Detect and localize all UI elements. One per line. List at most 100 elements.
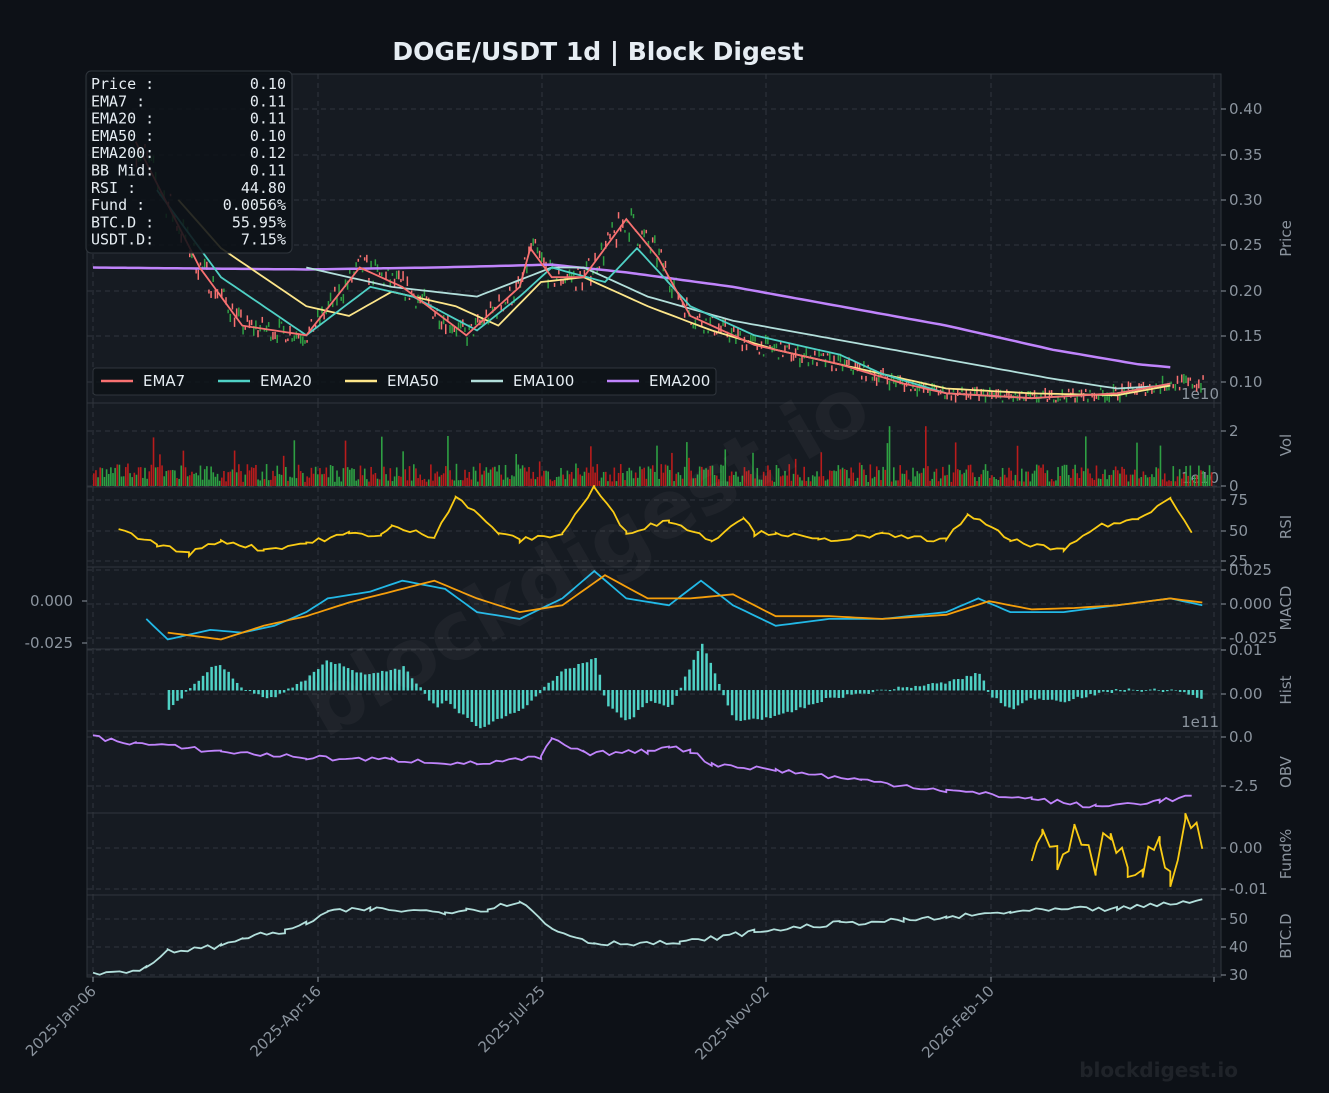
volume-bar bbox=[587, 472, 590, 486]
volume-bar bbox=[1091, 478, 1093, 486]
candle bbox=[758, 351, 761, 355]
volume-bar bbox=[869, 464, 872, 486]
y-tick-label: 50 bbox=[1229, 522, 1248, 540]
candle bbox=[792, 353, 795, 361]
x-axis: 2025-Jan-06 2025-Apr-16 2025-Jul-25 2025-No… bbox=[22, 977, 1215, 1063]
volume-bar bbox=[517, 464, 520, 486]
candle bbox=[1193, 384, 1196, 388]
volume-bar bbox=[163, 476, 165, 486]
candle bbox=[338, 284, 340, 294]
volume-bar bbox=[459, 479, 462, 486]
hist-bar bbox=[368, 674, 371, 691]
candle bbox=[191, 253, 193, 259]
hist-bar bbox=[406, 671, 410, 691]
volume-bar bbox=[225, 481, 227, 486]
candle bbox=[632, 214, 635, 219]
candle bbox=[504, 301, 507, 305]
volume-bar bbox=[692, 478, 695, 486]
volume-bar bbox=[1087, 468, 1089, 486]
candle bbox=[408, 297, 411, 301]
volume-bar bbox=[142, 477, 144, 486]
volume-bar bbox=[1155, 467, 1157, 486]
volume-bar bbox=[240, 471, 242, 486]
candle bbox=[1044, 387, 1046, 397]
hist-bar bbox=[1029, 690, 1033, 699]
hist-bar bbox=[398, 669, 401, 691]
candle bbox=[1055, 399, 1057, 405]
volume-bar bbox=[799, 477, 801, 486]
panel-frame bbox=[86, 894, 1222, 978]
volume-bar bbox=[1166, 481, 1168, 486]
hist-bar bbox=[893, 689, 896, 691]
y-axis-label: MACD bbox=[1277, 586, 1295, 631]
hist-bar bbox=[253, 690, 256, 694]
hist-bar bbox=[590, 659, 593, 691]
volume-bar bbox=[112, 473, 114, 486]
candle bbox=[843, 359, 846, 366]
candle bbox=[794, 348, 797, 358]
candle bbox=[980, 388, 982, 397]
candle bbox=[206, 261, 208, 270]
volume-bar bbox=[336, 470, 338, 486]
legend-label: EMA20 bbox=[260, 372, 312, 390]
candle bbox=[1163, 387, 1166, 391]
candle bbox=[231, 303, 234, 310]
series-line-btcd bbox=[92, 898, 1203, 976]
x-tick-label: 2026-Feb-10 bbox=[918, 982, 998, 1062]
volume-bar bbox=[278, 474, 281, 486]
hist-bar bbox=[1097, 690, 1101, 693]
candle bbox=[425, 296, 428, 300]
volume-bar bbox=[848, 478, 850, 486]
candle bbox=[244, 325, 246, 330]
volume-bar bbox=[135, 474, 138, 486]
volume-bar bbox=[110, 467, 112, 486]
candle bbox=[1161, 375, 1164, 384]
candle bbox=[733, 325, 735, 332]
candle bbox=[1191, 383, 1194, 389]
volume-bar bbox=[829, 470, 831, 486]
candle bbox=[1127, 381, 1130, 390]
hist-bar bbox=[483, 690, 486, 727]
hist-bar bbox=[457, 690, 461, 714]
volume-bar bbox=[515, 454, 517, 486]
hist-bar bbox=[944, 683, 947, 691]
volume-bar bbox=[918, 473, 921, 486]
hist-bar bbox=[739, 690, 742, 721]
volume-bar bbox=[809, 481, 812, 486]
panel-fund: -0.01 0.00 Fund% bbox=[86, 812, 1295, 898]
candle bbox=[423, 288, 426, 297]
candle bbox=[434, 311, 436, 317]
candle bbox=[402, 271, 404, 281]
y-axis-label: OBV bbox=[1277, 755, 1295, 788]
candle bbox=[229, 313, 232, 323]
volume-bar bbox=[451, 479, 453, 486]
hist-bar bbox=[1144, 690, 1148, 691]
volume-bar bbox=[739, 481, 741, 486]
volume-bar bbox=[1210, 472, 1213, 486]
hist-bar bbox=[824, 690, 828, 699]
y-axis-label: RSI bbox=[1277, 515, 1295, 539]
volume-bar bbox=[353, 469, 355, 486]
candle bbox=[1183, 373, 1185, 384]
y-tick-label: -0.01 bbox=[1229, 880, 1268, 898]
hist-bar bbox=[496, 690, 499, 719]
candle bbox=[536, 247, 539, 254]
candle bbox=[822, 353, 825, 357]
candle bbox=[950, 395, 953, 401]
hist-bar bbox=[765, 690, 768, 718]
volume-bar bbox=[602, 471, 605, 486]
volume-bar bbox=[590, 446, 592, 486]
candle bbox=[532, 238, 534, 246]
volume-bar bbox=[726, 481, 729, 486]
volume-bar bbox=[331, 466, 334, 486]
volume-bar bbox=[423, 478, 426, 486]
volume-bar bbox=[769, 469, 771, 486]
hist-bar bbox=[683, 676, 687, 691]
volume-bar bbox=[453, 480, 456, 486]
candle bbox=[238, 307, 240, 317]
volume-bar bbox=[528, 467, 530, 486]
candle bbox=[769, 345, 771, 348]
hist-bar bbox=[176, 690, 179, 701]
candle bbox=[957, 389, 959, 396]
y-tick-label: 30 bbox=[1229, 966, 1248, 984]
